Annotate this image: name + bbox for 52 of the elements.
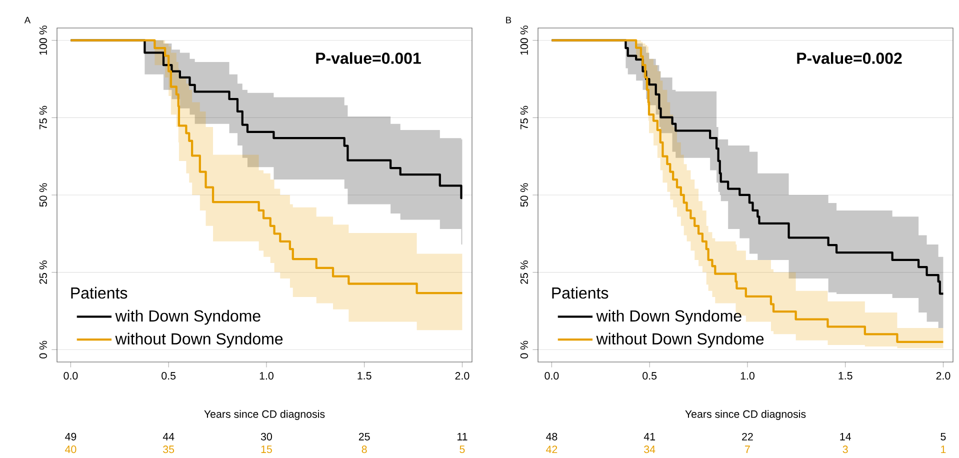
text: 1 <box>941 446 946 454</box>
y-tick-label: 25 % <box>39 260 47 284</box>
text: 34 <box>644 446 656 454</box>
legend-label: with Down Syndome <box>596 310 742 325</box>
text: 41 <box>644 433 656 441</box>
x-tick-label: 2.0 <box>455 372 470 380</box>
text: 5 <box>940 433 946 441</box>
y-tick-label: 0 % <box>39 341 47 359</box>
x-tick-label: 0.0 <box>64 372 78 380</box>
text: 3 <box>842 446 848 454</box>
text: 49 <box>65 433 76 441</box>
y-tick-label: 75 % <box>520 106 528 130</box>
y-tick-label: 25 % <box>520 260 528 284</box>
text: 15 <box>261 446 272 454</box>
text: 40 <box>65 446 76 454</box>
text: 48 <box>546 433 558 441</box>
text: 5 <box>460 446 465 454</box>
text: 35 <box>163 446 174 454</box>
text: 22 <box>742 433 753 441</box>
x-axis-title: Years since CD diagnosis <box>685 410 806 420</box>
text: 42 <box>546 446 558 454</box>
legend-title: Patients <box>552 287 608 299</box>
y-tick-label: 0 % <box>520 341 528 359</box>
y-tick-label: 50 % <box>520 183 528 207</box>
y-tick-label: 100 % <box>39 26 47 55</box>
legend-label: with Down Syndome <box>115 310 260 325</box>
legend-title: Patients <box>71 287 128 299</box>
text: 14 <box>840 433 851 441</box>
x-tick-label: 1.5 <box>838 372 852 380</box>
x-tick-label: 1.0 <box>740 372 754 380</box>
y-tick-label: 100 % <box>520 26 528 55</box>
text: 8 <box>362 446 367 454</box>
chart-title: A <box>24 17 31 24</box>
y-tick-label: 75 % <box>39 106 47 130</box>
text: 7 <box>745 446 750 454</box>
text: 11 <box>457 433 468 441</box>
x-tick-label: 0.5 <box>642 372 657 380</box>
x-tick-label: 1.0 <box>260 372 274 380</box>
text: 30 <box>260 433 272 441</box>
x-tick-label: 0.5 <box>162 372 176 380</box>
legend-label: without Down Syndome <box>596 333 764 348</box>
annotation: P-value=0.002 <box>797 52 902 64</box>
legend-label: without Down Syndome <box>115 333 283 348</box>
x-axis-title: Years since CD diagnosis <box>204 410 325 420</box>
x-tick-label: 0.0 <box>544 372 559 380</box>
x-tick-label: 1.5 <box>358 372 372 380</box>
text: 25 <box>358 433 370 441</box>
x-tick-label: 2.0 <box>936 372 950 380</box>
text: 44 <box>162 433 174 441</box>
annotation: P-value=0.001 <box>316 52 421 64</box>
chart-title: B <box>506 17 512 24</box>
y-tick-label: 50 % <box>39 183 47 207</box>
